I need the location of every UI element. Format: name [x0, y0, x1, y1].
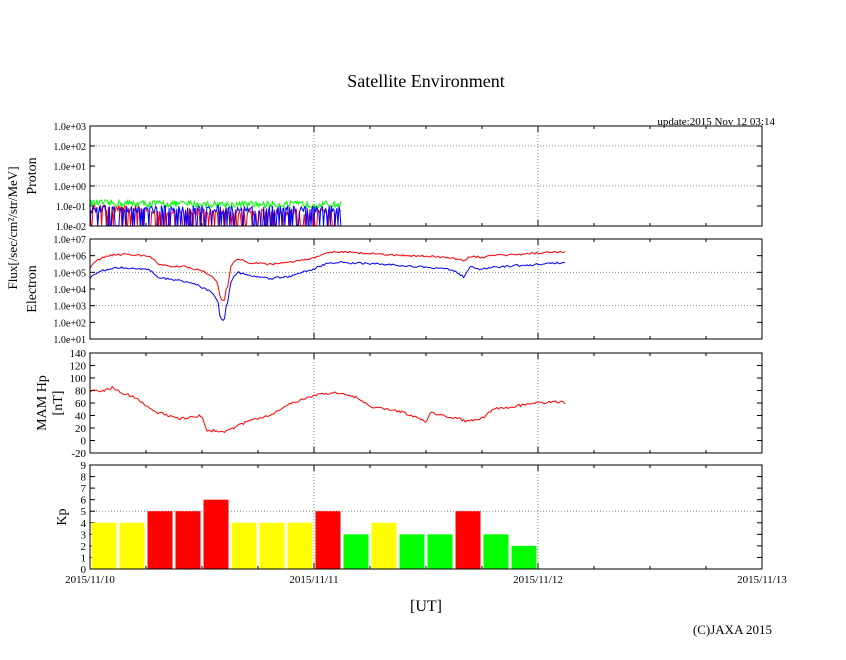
x-tick-label-3: 2015/11/13	[737, 574, 787, 586]
kp-bar-1	[119, 522, 145, 569]
electron-ytick-label-3: 1.0e+04	[53, 285, 86, 296]
copyright: (C)JAXA 2015	[693, 622, 772, 637]
mam_hp-ytick-label-5: 80	[75, 386, 87, 398]
kp-ytick-label-1: 1	[81, 552, 87, 564]
proton-ytick-label-2: 1.0e+00	[53, 182, 86, 193]
electron-ytick-label-1: 1.0e+02	[53, 318, 86, 329]
kp-bar-14	[483, 534, 509, 569]
panel-proton: 1.0e-02 1.0e-01 1.0e+00 1.0e+01 1.0e+02 1.0e+…	[25, 122, 763, 233]
kp-bar-10	[371, 522, 397, 569]
mam_hp-ylabel: MAM Hp	[35, 375, 50, 431]
panels: 1.0e-021.0e-011.0e+001.0e+011.0e+021.0e+…	[25, 122, 787, 586]
proton-ytick-label-3: 1.0e+01	[53, 162, 86, 173]
kp-bar-9	[343, 534, 369, 569]
proton-series-blue	[89, 204, 342, 227]
electron-ytick-label-6: 1.0e+07	[53, 235, 86, 246]
kp-bar-0	[91, 522, 117, 569]
kp-bar-12	[427, 534, 453, 569]
mam_hp-series-hp	[89, 385, 566, 434]
kp-frame	[89, 464, 763, 570]
mam_hp-ytick-label-6: 100	[70, 373, 87, 385]
kp-bar-8	[315, 511, 341, 569]
x-axis-label: [UT]	[410, 598, 442, 615]
kp-ytick-label-6: 6	[81, 495, 87, 507]
x-tick-label-0: 2015/11/10	[65, 574, 115, 586]
electron-ylabel: Electron	[25, 265, 40, 312]
kp-bar-5	[231, 522, 257, 569]
electron-ytick-label-0: 1.0e+01	[53, 335, 86, 346]
kp-bar-7	[287, 522, 313, 569]
kp-bar-2	[147, 511, 173, 569]
chart-title: Satellite Environment	[347, 71, 504, 91]
flux-axis-label: Flux[/sec/cm²/str/MeV]	[5, 166, 20, 289]
proton-ylabel: Proton	[25, 157, 40, 194]
electron-series-red	[89, 250, 566, 302]
mam_hp-ytick-label-7: 120	[70, 361, 87, 373]
kp-ytick-label-3: 3	[81, 529, 87, 541]
proton-series-red	[89, 203, 341, 227]
proton-series-green	[89, 198, 342, 210]
kp-bar-6	[259, 522, 285, 569]
proton-ytick-label-5: 1.0e+03	[53, 122, 86, 133]
kp-bar-4	[203, 499, 229, 569]
electron-frame	[89, 238, 763, 340]
kp-ytick-label-7: 7	[81, 483, 87, 495]
kp-ytick-label-4: 4	[81, 518, 87, 530]
electron-ytick-label-5: 1.0e+06	[53, 252, 86, 263]
mam_hp-ylabel-unit: [nT]	[51, 391, 66, 416]
x-tick-label-1: 2015/11/11	[289, 574, 338, 586]
proton-ytick-label-4: 1.0e+02	[53, 142, 86, 153]
proton-frame	[89, 125, 763, 227]
mam_hp-ytick-label-4: 60	[75, 398, 87, 410]
proton-ytick-label-0: 1.0e-02	[56, 222, 86, 233]
kp-bar-15	[511, 545, 537, 569]
electron-ytick-label-4: 1.0e+05	[53, 268, 86, 279]
x-tick-label-2: 2015/11/12	[513, 574, 563, 586]
kp-bar-11	[399, 534, 425, 569]
mam_hp-ytick-label-1: 0	[81, 436, 87, 448]
electron-series-blue	[89, 261, 565, 322]
mam_hp-ytick-label-8: 140	[70, 348, 87, 360]
kp-ytick-label-0: 0	[81, 564, 87, 576]
kp-bar-13	[455, 511, 481, 569]
kp-ytick-label-9: 9	[81, 460, 87, 472]
kp-bar-3	[175, 511, 201, 569]
kp-ylabel: Kp	[55, 508, 70, 525]
kp-ytick-label-5: 5	[81, 506, 87, 518]
mam_hp-ytick-label-3: 40	[75, 411, 87, 423]
mam_hp-ytick-label-2: 20	[75, 423, 87, 435]
kp-ytick-label-8: 8	[81, 472, 87, 484]
mam_hp-ytick-label-0: -20	[71, 448, 86, 460]
proton-ytick-label-1: 1.0e-01	[56, 202, 86, 213]
electron-ytick-label-2: 1.0e+03	[53, 302, 86, 313]
update-timestamp: update:2015 Nov 12 03:14	[657, 116, 775, 128]
panel-electron: 1.0e+01 1.0e+02 1.0e+03 1.0e+04 1.0e+05 1.0e+…	[25, 235, 763, 346]
kp-ytick-label-2: 2	[81, 541, 87, 553]
mam_hp-frame	[89, 352, 763, 454]
